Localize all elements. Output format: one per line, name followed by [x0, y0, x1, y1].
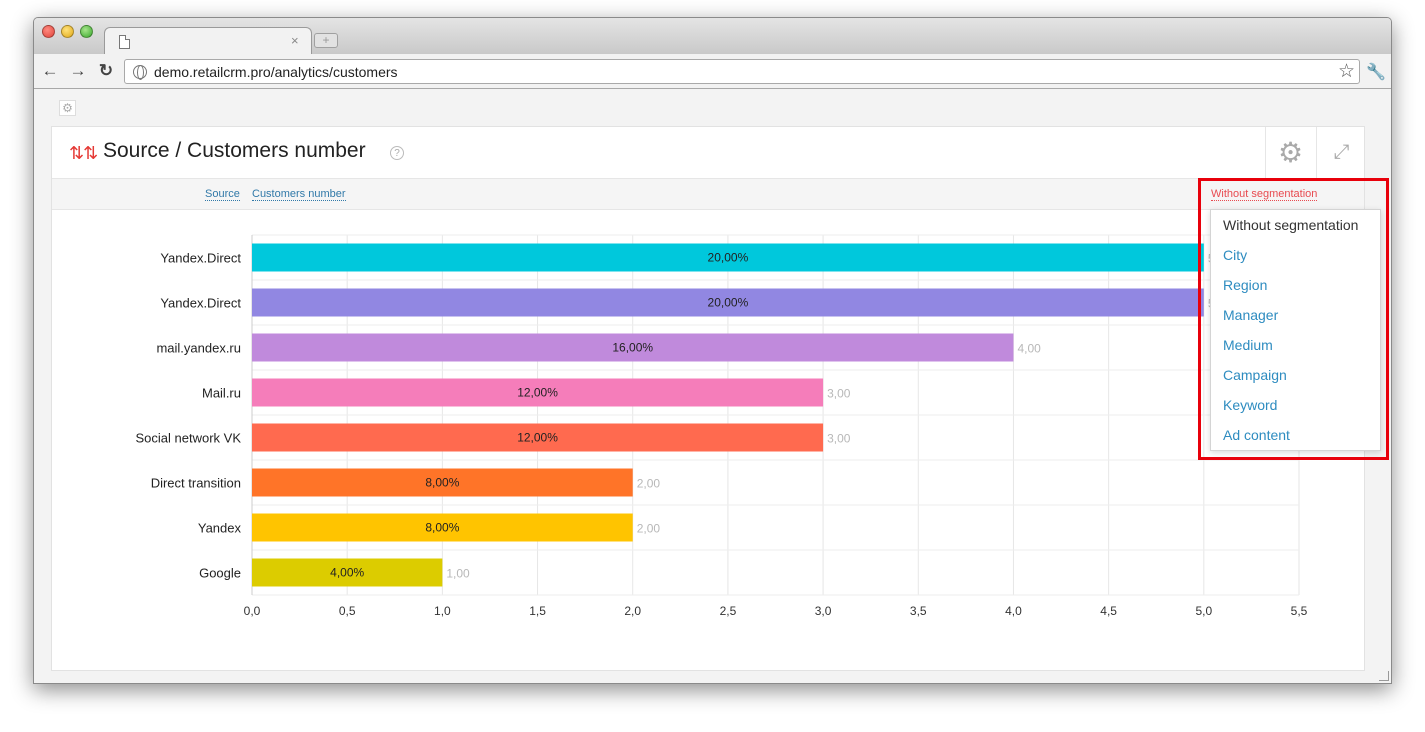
tab-strip: × +	[34, 18, 1391, 55]
x-tick-label: 5,0	[1195, 604, 1212, 618]
segmentation-dropdown: Without segmentation City Region Manager…	[1210, 209, 1381, 451]
x-tick-label: 0,5	[339, 604, 356, 618]
x-tick-label: 4,0	[1005, 604, 1022, 618]
x-tick-label: 1,0	[434, 604, 451, 618]
x-tick-label: 4,5	[1100, 604, 1117, 618]
browser-tab[interactable]: ×	[104, 27, 312, 55]
category-label: mail.yandex.ru	[156, 341, 241, 356]
new-tab-button[interactable]: +	[314, 33, 338, 48]
reload-icon[interactable]: ↻	[98, 61, 114, 80]
x-tick-label: 2,0	[624, 604, 641, 618]
x-tick-label: 0,0	[244, 604, 261, 618]
value-label: 1,00	[446, 567, 470, 581]
page-icon	[119, 35, 130, 49]
percent-label: 8,00%	[425, 521, 459, 535]
x-tick-label: 1,5	[529, 604, 546, 618]
page-title: Source / Customers number	[103, 139, 366, 162]
bar	[252, 378, 824, 407]
value-label: 3,00	[827, 387, 851, 401]
browser-toolbar: ← → ↻ demo.retailcrm.pro/analytics/custo…	[34, 54, 1391, 89]
value-label: 2,00	[637, 522, 661, 536]
help-icon[interactable]: ?	[390, 146, 404, 160]
percent-label: 4,00%	[330, 566, 364, 580]
segment-option-manager[interactable]: Manager	[1223, 307, 1279, 323]
segment-option-keyword[interactable]: Keyword	[1223, 397, 1278, 413]
bar	[252, 513, 633, 542]
page-settings-icon[interactable]: ⚙	[59, 100, 76, 116]
segment-option-region[interactable]: Region	[1223, 277, 1268, 293]
url-text[interactable]: demo.retailcrm.pro/analytics/customers	[154, 64, 398, 80]
x-tick-label: 3,5	[910, 604, 927, 618]
resize-handle[interactable]	[1379, 671, 1389, 681]
segmentation-link[interactable]: Without segmentation	[1211, 188, 1318, 201]
percent-label: 20,00%	[708, 251, 749, 265]
highlight-box	[1198, 178, 1389, 460]
percent-label: 12,00%	[517, 431, 558, 445]
report-panel: ⇅⇅ Source / Customers number ? ⚙ ⤢ Sourc…	[51, 126, 1389, 671]
zoom-window-button[interactable]	[80, 25, 93, 38]
gear-icon[interactable]: ⚙	[1265, 127, 1315, 178]
x-tick-label: 2,5	[720, 604, 737, 618]
tab-close-icon[interactable]: ×	[291, 33, 299, 48]
close-window-button[interactable]	[42, 25, 55, 38]
value-label: 3,00	[827, 432, 851, 446]
segment-option-campaign[interactable]: Campaign	[1223, 367, 1287, 383]
bar	[252, 333, 1014, 362]
percent-label: 16,00%	[612, 341, 653, 355]
segment-option-city[interactable]: City	[1223, 247, 1248, 263]
browser-window: × + ← → ↻ demo.retailcrm.pro/analytics/c…	[33, 17, 1392, 684]
globe-icon	[133, 65, 147, 80]
bar	[252, 558, 443, 587]
category-label: Yandex.Direct	[160, 296, 241, 311]
page-viewport: ⚙ ⇅⇅ Source / Customers number ? ⚙ ⤢ Sou…	[34, 89, 1391, 683]
chart-svg: 0,0 0,5 1,0 1,5 2,0 2,5 3,0 3,5 4,0 4,5 5,0 5,5 Yand…	[136, 234, 1308, 618]
expand-icon[interactable]: ⤢	[1316, 127, 1366, 178]
percent-label: 12,00%	[517, 386, 558, 400]
panel-header: ⇅⇅ Source / Customers number ? ⚙ ⤢	[52, 127, 1364, 178]
forward-icon[interactable]: →	[69, 61, 87, 80]
bar	[252, 468, 633, 497]
value-label: 2,00	[637, 477, 661, 491]
category-label: Direct transition	[151, 476, 241, 491]
category-label: Yandex.Direct	[160, 251, 241, 266]
segment-option-medium[interactable]: Medium	[1223, 337, 1273, 353]
percent-label: 8,00%	[425, 476, 459, 490]
category-label: Mail.ru	[202, 386, 241, 401]
back-icon[interactable]: ←	[41, 61, 59, 80]
bar	[252, 243, 1204, 272]
x-tick-label: 5,5	[1291, 604, 1308, 618]
category-label: Yandex	[198, 521, 242, 536]
bookmark-star-icon[interactable]: ☆	[1337, 61, 1355, 82]
customers-metric-link[interactable]: Customers number	[252, 188, 346, 201]
percent-label: 20,00%	[708, 296, 749, 310]
address-bar[interactable]: demo.retailcrm.pro/analytics/customers ☆	[124, 59, 1360, 84]
source-dimension-link[interactable]: Source	[205, 188, 240, 201]
category-label: Google	[199, 566, 241, 581]
segment-option-ad-content[interactable]: Ad content	[1223, 427, 1290, 443]
bar-chart: 0,0 0,5 1,0 1,5 2,0 2,5 3,0 3,5 4,0 4,5 5,0 5,5 Yand…	[52, 222, 1366, 642]
minimize-window-button[interactable]	[61, 25, 74, 38]
wrench-icon[interactable]: 🔧	[1366, 64, 1386, 81]
x-tick-label: 3,0	[815, 604, 832, 618]
bar	[252, 423, 824, 452]
report-options-bar: Source Customers number Without segmenta…	[52, 178, 1364, 210]
bar	[252, 288, 1204, 317]
sliders-icon[interactable]: ⇅⇅	[69, 143, 98, 163]
category-label: Social network VK	[136, 431, 242, 446]
segment-option-without-segmentation[interactable]: Without segmentation	[1223, 217, 1359, 233]
value-label: 4,00	[1017, 342, 1041, 356]
